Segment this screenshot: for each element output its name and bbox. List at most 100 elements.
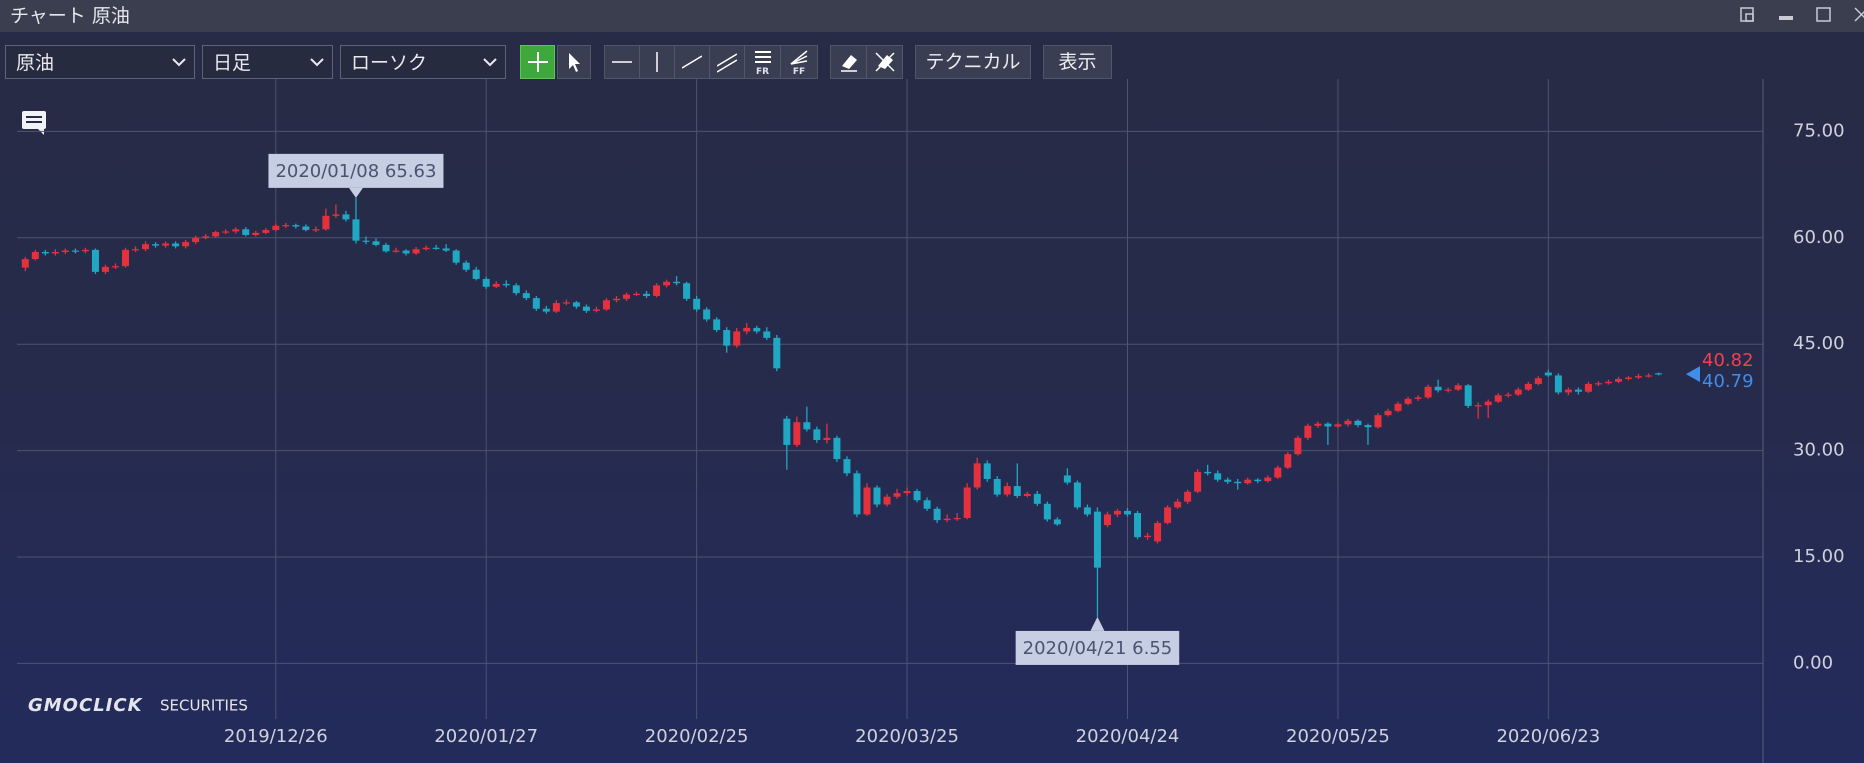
last-price-label: 40.79 [1702,371,1754,392]
candle-body [953,517,961,520]
erase-all-button[interactable] [866,45,903,79]
maximize-button[interactable] [1816,7,1832,23]
candle-body [843,459,851,474]
candle-body [492,283,500,287]
candle-body [1655,373,1663,375]
candle-body [1284,454,1292,468]
x-tick-label: 2020/02/25 [645,726,749,747]
vline-tool[interactable] [639,45,675,79]
crosshair-button[interactable] [520,45,555,79]
candle-body [482,278,490,287]
candle-body [1594,383,1602,385]
candle-body [1384,410,1392,416]
minimize-button[interactable] [1778,7,1794,23]
candle-body [312,229,320,231]
candle-body [723,330,731,346]
eraser-button[interactable] [830,45,867,79]
y-tick-label: 30.00 [1793,440,1845,461]
fibo-label: FR [755,67,770,77]
candle-body [402,250,410,254]
channel-tool[interactable] [709,45,745,79]
candle-body [1344,420,1352,425]
candle-body [91,249,99,272]
candle-body [322,215,330,230]
candles [21,197,1663,617]
candle-body [61,250,69,252]
chart-style-dropdown[interactable]: ローソク [340,45,506,79]
candle-body [1063,475,1071,483]
candle-body [111,266,119,268]
annotation-box [268,153,444,188]
x-tick-label: 2020/06/23 [1496,726,1600,747]
candle-body [101,266,109,272]
overlays: 2020/01/08 65.63 2020/04/21 6.55 40.8240.7… [268,153,1754,665]
annotation-text: 2020/01/08 65.63 [275,161,436,182]
y-tick-label: 60.00 [1793,227,1845,248]
candle-body [1134,513,1142,538]
candle-body [272,225,280,231]
fibo-retracement-tool[interactable]: FR [744,45,781,79]
candle-body [1013,486,1021,496]
candle-body [512,285,520,294]
period-dropdown[interactable]: 日足 [202,45,333,79]
candle-body [572,302,580,307]
chevron [310,58,324,67]
comment-icon[interactable] [22,111,46,135]
display-button[interactable]: 表示 [1043,45,1112,79]
candle-body [1444,389,1452,391]
candle-body [1635,376,1643,378]
candle-body [1454,385,1462,390]
hline-tool[interactable] [604,45,640,79]
x-tick-label: 2020/04/24 [1076,726,1180,747]
candle-body [963,487,971,518]
logo-suffix: SECURITIES [160,697,248,715]
annotation: 2020/04/21 6.55 [1015,616,1180,665]
symbol-dropdown[interactable]: 原油 [5,45,195,79]
candle-body [71,250,79,252]
candle-body [833,437,841,460]
period-text: 日足 [213,52,252,74]
candle-body [893,493,901,497]
candle-body [823,437,831,440]
candle-body [1003,486,1011,495]
candle-body [653,285,661,296]
candle-body [462,262,470,270]
candle-body [663,281,671,286]
candle-body [182,242,190,247]
candle-body [713,319,721,331]
candle-body [673,281,681,284]
candle-body [252,232,260,235]
annotation-text: 2020/04/21 6.55 [1023,638,1173,659]
grid: 0.00 15.00 30.00 45.00 60.00 75.00 2019/12/26 2… [17,79,1845,763]
technical-button[interactable]: テクニカル [915,45,1031,79]
candle-body [612,298,620,301]
candle-body [382,244,390,252]
comment-bubble [22,111,46,129]
y-tick-label: 45.00 [1793,333,1845,354]
candle-body [302,226,310,231]
candle-body [983,463,991,479]
candle-body [172,243,180,247]
candle-body [1584,383,1592,392]
pointer-button[interactable] [557,45,591,79]
candle-body [1214,473,1222,480]
x-tick-label: 2020/05/25 [1286,726,1390,747]
candle-body [743,327,751,332]
candle-body [873,487,881,505]
candle-body [683,283,691,299]
candle-body [532,298,540,309]
candle-body [1274,467,1282,478]
trendline-tool[interactable] [674,45,710,79]
annotation-value: 65.63 [385,161,437,182]
candle-body [1103,514,1111,526]
candle-body [1314,423,1322,426]
candle-body [1504,394,1512,396]
popout-button[interactable] [1740,7,1756,23]
candle-body [41,251,49,254]
x-tick-label: 2020/01/27 [434,726,538,747]
candle-body [262,230,270,233]
fibo-fan-tool[interactable]: FF [780,45,818,79]
candle-body [693,298,701,310]
candle-body [122,249,129,267]
close-button[interactable] [1854,7,1864,23]
